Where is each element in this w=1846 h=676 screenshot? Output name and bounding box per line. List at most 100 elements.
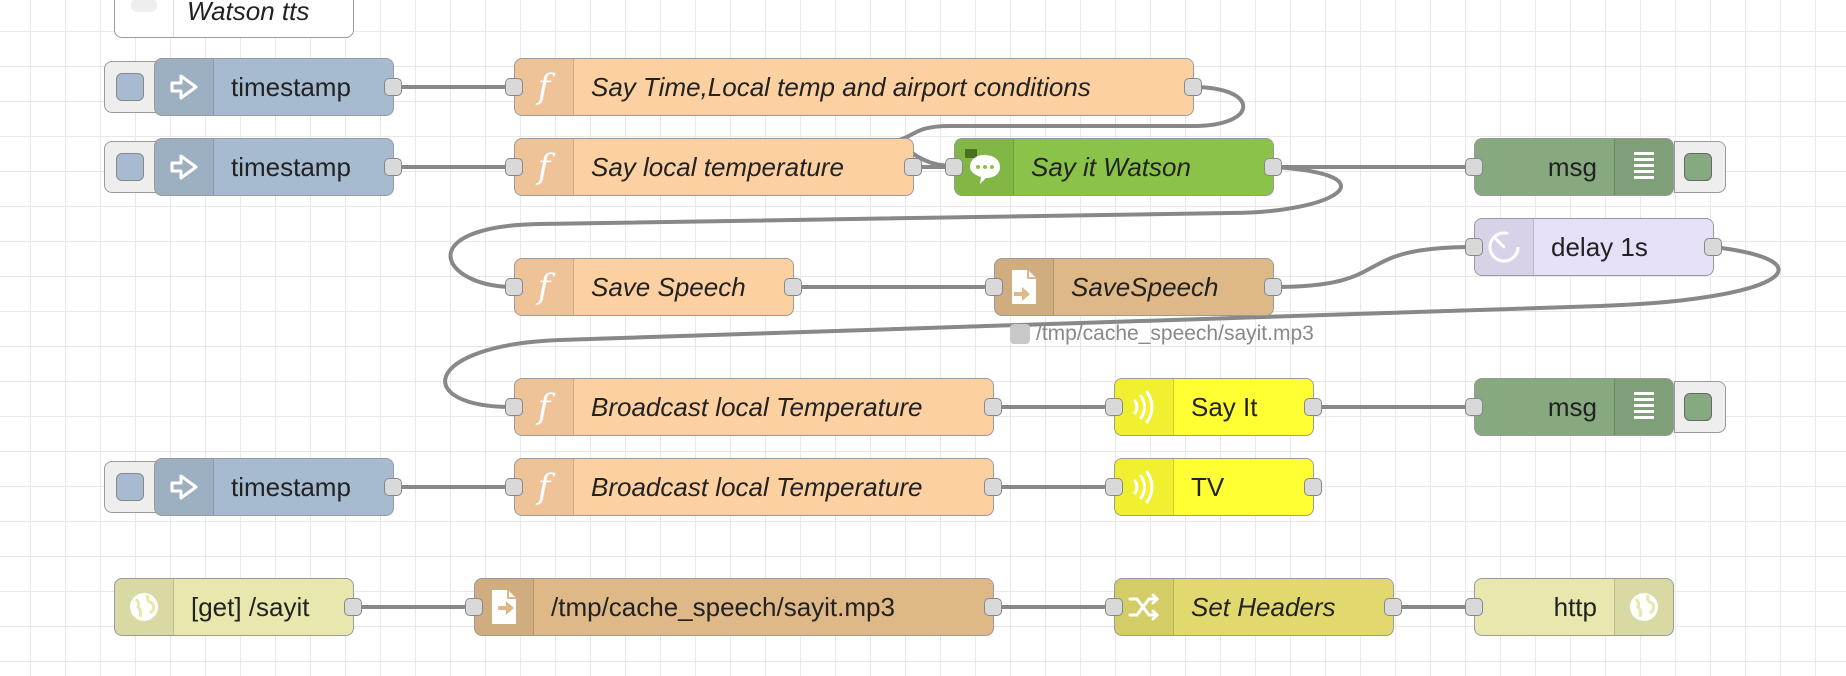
arrow-in-icon	[155, 139, 214, 195]
arrow-in-icon	[155, 459, 214, 515]
output-port[interactable]	[1704, 238, 1722, 256]
output-port[interactable]	[384, 158, 402, 176]
comment-icon	[115, 0, 174, 37]
cast-icon	[1115, 379, 1174, 435]
input-port[interactable]	[1105, 598, 1123, 616]
http-response-node[interactable]: http	[1474, 578, 1674, 636]
input-port[interactable]	[945, 158, 963, 176]
globe-icon	[115, 579, 174, 635]
node-label: Say local temperature	[591, 151, 844, 182]
speech-bubble-icon	[955, 139, 1014, 195]
shuffle-icon	[1115, 579, 1174, 635]
node-label: Set Headers	[1191, 591, 1336, 622]
wire	[1272, 245, 1476, 289]
function-icon: f	[515, 59, 574, 115]
output-port[interactable]	[984, 478, 1002, 496]
output-port[interactable]	[344, 598, 362, 616]
inject-node[interactable]: timestamp	[154, 458, 394, 516]
function-icon: f	[515, 139, 574, 195]
node-label: delay 1s	[1551, 231, 1648, 262]
output-port[interactable]	[984, 398, 1002, 416]
node-label: http	[1553, 591, 1597, 622]
output-port[interactable]	[1264, 158, 1282, 176]
change-node[interactable]: Set Headers	[1114, 578, 1394, 636]
input-port[interactable]	[1465, 238, 1483, 256]
input-port[interactable]	[1465, 158, 1483, 176]
function-icon: f	[515, 259, 574, 315]
function-node[interactable]: f Say local temperature	[514, 138, 914, 196]
output-port[interactable]	[1304, 398, 1322, 416]
arrow-in-icon	[155, 59, 214, 115]
debug-toggle-button[interactable]	[1674, 141, 1726, 193]
node-label: [get] /sayit	[191, 591, 310, 622]
delay-node[interactable]: delay 1s	[1474, 218, 1714, 276]
inject-trigger-button[interactable]	[104, 141, 156, 193]
node-label: msg	[1547, 391, 1597, 422]
input-port[interactable]	[1465, 598, 1483, 616]
file-icon	[475, 579, 534, 635]
input-port[interactable]	[505, 398, 523, 416]
node-label: Broadcast local Temperature	[591, 471, 923, 502]
input-port[interactable]	[505, 78, 523, 96]
comment-node[interactable]: Watson tts	[114, 0, 354, 38]
input-port[interactable]	[1465, 398, 1483, 416]
inject-trigger-button[interactable]	[104, 461, 156, 513]
output-port[interactable]	[904, 158, 922, 176]
debug-node[interactable]: msg	[1474, 138, 1674, 196]
function-node[interactable]: f Broadcast local Temperature	[514, 378, 994, 436]
output-port[interactable]	[384, 78, 402, 96]
node-label: Save Speech	[591, 271, 746, 302]
input-port[interactable]	[985, 278, 1003, 296]
status-dot	[1010, 324, 1030, 344]
file-write-node[interactable]: SaveSpeech	[994, 258, 1274, 316]
input-port[interactable]	[505, 158, 523, 176]
output-port[interactable]	[784, 278, 802, 296]
node-label: timestamp	[231, 71, 351, 102]
input-port[interactable]	[505, 478, 523, 496]
http-in-node[interactable]: [get] /sayit	[114, 578, 354, 636]
inject-trigger-button[interactable]	[104, 61, 156, 113]
inject-node[interactable]: timestamp	[154, 58, 394, 116]
function-node[interactable]: f Broadcast local Temperature	[514, 458, 994, 516]
node-label: Broadcast local Temperature	[591, 391, 923, 422]
node-label: Say it Watson	[1031, 151, 1191, 182]
function-node[interactable]: f Say Time,Local temp and airport condit…	[514, 58, 1194, 116]
output-port[interactable]	[984, 598, 1002, 616]
node-label: msg	[1547, 151, 1597, 182]
cast-icon	[1115, 459, 1174, 515]
output-port[interactable]	[1184, 78, 1202, 96]
function-icon: f	[515, 379, 574, 435]
output-port[interactable]	[1264, 278, 1282, 296]
debug-list-icon	[1614, 379, 1673, 435]
watson-tts-node[interactable]: Say it Watson	[954, 138, 1274, 196]
function-icon: f	[515, 459, 574, 515]
chromecast-node[interactable]: TV	[1114, 458, 1314, 516]
debug-toggle-button[interactable]	[1674, 381, 1726, 433]
node-label: TV	[1191, 471, 1225, 502]
debug-node[interactable]: msg	[1474, 378, 1674, 436]
function-node[interactable]: f Save Speech	[514, 258, 794, 316]
node-label: timestamp	[231, 151, 351, 182]
status-text: /tmp/cache_speech/sayit.mp3	[1036, 322, 1314, 345]
input-port[interactable]	[1105, 398, 1123, 416]
output-port[interactable]	[1304, 478, 1322, 496]
wire	[895, 85, 1246, 168]
wire	[443, 245, 1781, 410]
node-status: /tmp/cache_speech/sayit.mp3	[1010, 322, 1314, 346]
input-port[interactable]	[1105, 478, 1123, 496]
node-label: Say Time,Local temp and airport conditio…	[591, 71, 1091, 102]
inject-node[interactable]: timestamp	[154, 138, 394, 196]
chromecast-node[interactable]: Say It	[1114, 378, 1314, 436]
output-port[interactable]	[1384, 598, 1402, 616]
node-label: timestamp	[231, 471, 351, 502]
file-read-node[interactable]: /tmp/cache_speech/sayit.mp3	[474, 578, 994, 636]
input-port[interactable]	[465, 598, 483, 616]
input-port[interactable]	[505, 278, 523, 296]
output-port[interactable]	[384, 478, 402, 496]
wire	[448, 165, 1344, 289]
file-icon	[995, 259, 1054, 315]
node-label: /tmp/cache_speech/sayit.mp3	[551, 591, 895, 622]
timer-icon	[1475, 219, 1534, 275]
